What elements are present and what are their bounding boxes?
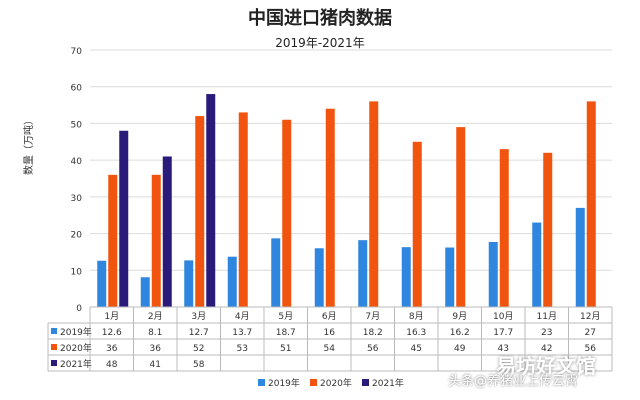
x-tick-label: 7月 bbox=[365, 311, 380, 322]
bar-2020年-4月 bbox=[238, 112, 248, 308]
data-label: 8.1 bbox=[148, 328, 162, 338]
legend-key bbox=[258, 379, 265, 386]
bar-2020年-12月 bbox=[586, 101, 596, 308]
data-label: 16 bbox=[324, 328, 336, 338]
data-label: 54 bbox=[324, 344, 336, 354]
y-tick-label: 10 bbox=[71, 267, 83, 277]
x-tick-label: 6月 bbox=[322, 311, 337, 322]
x-tick-label: 4月 bbox=[235, 311, 250, 322]
y-tick-label: 20 bbox=[71, 231, 83, 241]
data-label: 16.3 bbox=[406, 328, 426, 338]
y-tick-label: 50 bbox=[71, 120, 83, 130]
y-tick-label: 40 bbox=[71, 157, 83, 167]
bar-2021年-2月 bbox=[162, 156, 172, 307]
x-tick-label: 5月 bbox=[278, 311, 293, 322]
table-series-label: 2020年 bbox=[60, 342, 92, 354]
legend-label: 2021年 bbox=[372, 377, 404, 389]
data-label: 53 bbox=[237, 344, 248, 354]
bar-2019年-11月 bbox=[532, 222, 542, 307]
data-label: 58 bbox=[193, 360, 205, 370]
chart-title: 中国进口猪肉数据 bbox=[248, 8, 392, 29]
data-label: 12.7 bbox=[189, 328, 209, 338]
bar-2020年-7月 bbox=[369, 101, 379, 308]
data-label: 52 bbox=[193, 344, 204, 354]
chart-subtitle: 2019年-2021年 bbox=[275, 36, 365, 50]
data-label: 17.7 bbox=[493, 328, 513, 338]
data-label: 27 bbox=[585, 328, 596, 338]
y-tick-label: 30 bbox=[71, 194, 83, 204]
data-label: 51 bbox=[280, 344, 291, 354]
bar-2019年-2月 bbox=[140, 277, 150, 307]
y-tick-label: 60 bbox=[71, 84, 83, 94]
data-label: 56 bbox=[367, 344, 379, 354]
data-label: 36 bbox=[106, 344, 118, 354]
data-label: 36 bbox=[150, 344, 162, 354]
y-tick-label: 0 bbox=[76, 304, 82, 314]
data-label: 56 bbox=[585, 344, 597, 354]
data-label: 49 bbox=[454, 344, 466, 354]
data-label: 41 bbox=[150, 360, 161, 370]
bar-2020年-5月 bbox=[282, 119, 292, 307]
bar-2020年-6月 bbox=[325, 108, 335, 307]
x-tick-label: 1月 bbox=[104, 311, 119, 322]
bar-2019年-8月 bbox=[401, 247, 411, 307]
bar-2019年-3月 bbox=[184, 260, 194, 307]
bar-2019年-1月 bbox=[97, 260, 107, 307]
data-label: 16.2 bbox=[450, 328, 470, 338]
bar-2020年-8月 bbox=[412, 141, 422, 307]
data-label: 45 bbox=[411, 344, 422, 354]
watermark-text: 易坊好文馆 bbox=[496, 354, 596, 378]
data-label: 18.2 bbox=[363, 328, 383, 338]
data-label: 43 bbox=[498, 344, 509, 354]
bar-2019年-12月 bbox=[575, 207, 585, 307]
bar-2019年-9月 bbox=[445, 247, 455, 307]
legend-key bbox=[310, 379, 317, 386]
legend-label: 2019年 bbox=[268, 377, 300, 389]
table-legend-key bbox=[51, 360, 57, 366]
bar-2019年-6月 bbox=[314, 248, 324, 307]
bar-2021年-1月 bbox=[119, 130, 129, 307]
bar-2020年-10月 bbox=[499, 149, 509, 307]
x-tick-label: 10月 bbox=[493, 311, 513, 322]
bar-2019年-5月 bbox=[271, 238, 281, 307]
x-tick-label: 3月 bbox=[191, 311, 206, 322]
x-tick-label: 2月 bbox=[148, 311, 163, 322]
x-tick-label: 9月 bbox=[452, 311, 467, 322]
bar-2020年-11月 bbox=[543, 152, 553, 307]
table-legend-key bbox=[51, 344, 57, 350]
x-tick-label: 8月 bbox=[409, 311, 424, 322]
x-tick-label: 11月 bbox=[537, 311, 557, 322]
legend-key bbox=[362, 379, 369, 386]
data-label: 23 bbox=[541, 328, 552, 338]
bar-2019年-7月 bbox=[358, 240, 368, 307]
data-label: 12.6 bbox=[102, 328, 122, 338]
y-tick-label: 70 bbox=[71, 47, 83, 57]
bar-2021年-3月 bbox=[206, 94, 216, 307]
table-series-label: 2021年 bbox=[60, 358, 92, 370]
table-legend-key bbox=[51, 328, 57, 334]
bar-2020年-1月 bbox=[108, 174, 118, 307]
data-label: 13.7 bbox=[232, 328, 252, 338]
bar-2020年-9月 bbox=[456, 127, 466, 307]
bar-2020年-2月 bbox=[151, 174, 161, 307]
data-label: 48 bbox=[106, 360, 118, 370]
table-series-label: 2019年 bbox=[60, 326, 92, 338]
data-label: 42 bbox=[541, 344, 552, 354]
bar-2020年-3月 bbox=[195, 116, 205, 307]
data-label: 18.7 bbox=[276, 328, 296, 338]
x-tick-label: 12月 bbox=[580, 311, 600, 322]
bar-2019年-10月 bbox=[488, 242, 498, 307]
bar-2019年-4月 bbox=[227, 256, 237, 307]
legend-label: 2020年 bbox=[320, 377, 352, 389]
watermark-source: 头条@养猪业上传云霄 bbox=[448, 374, 579, 389]
